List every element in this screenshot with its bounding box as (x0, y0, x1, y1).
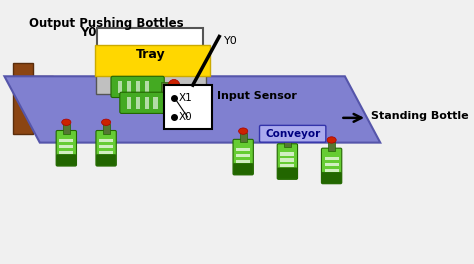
Bar (102, 124, 109, 134)
Bar (95, 45, 210, 76)
Bar (236, 148, 250, 151)
Ellipse shape (327, 137, 336, 143)
Ellipse shape (62, 119, 71, 125)
Bar (59, 139, 73, 142)
Bar (136, 81, 140, 93)
Bar (240, 133, 246, 143)
FancyBboxPatch shape (111, 76, 164, 97)
Text: Y0: Y0 (80, 26, 97, 39)
Bar (280, 158, 294, 162)
Ellipse shape (238, 128, 248, 134)
Bar (99, 151, 113, 154)
Text: Output Pushing Bottles: Output Pushing Bottles (29, 17, 183, 30)
Bar (284, 137, 291, 147)
FancyBboxPatch shape (96, 155, 116, 166)
Ellipse shape (169, 95, 182, 110)
Bar (95, 59, 206, 94)
Bar (145, 97, 149, 109)
FancyBboxPatch shape (120, 92, 166, 114)
Bar (325, 169, 338, 172)
Text: Standing Bottle: Standing Bottle (372, 111, 469, 121)
Bar (236, 160, 250, 163)
FancyBboxPatch shape (321, 148, 342, 184)
Polygon shape (4, 76, 380, 143)
Bar (280, 152, 294, 155)
Bar (280, 164, 294, 167)
Bar (13, 63, 33, 134)
Bar (161, 82, 169, 92)
Bar (99, 139, 113, 142)
Bar (127, 97, 131, 109)
FancyBboxPatch shape (260, 125, 326, 142)
FancyBboxPatch shape (278, 168, 297, 179)
FancyBboxPatch shape (56, 130, 76, 166)
Bar (63, 124, 70, 134)
FancyBboxPatch shape (96, 130, 116, 166)
Ellipse shape (168, 79, 180, 95)
FancyBboxPatch shape (56, 155, 76, 166)
FancyBboxPatch shape (277, 144, 298, 179)
Bar (59, 151, 73, 154)
Bar (164, 85, 212, 129)
Bar (136, 97, 140, 109)
Bar (328, 142, 335, 151)
Bar (13, 76, 53, 85)
Bar (163, 97, 170, 108)
Bar (127, 81, 131, 93)
Bar (145, 81, 149, 93)
Ellipse shape (283, 132, 292, 139)
Text: Tray: Tray (136, 48, 165, 61)
Bar (99, 145, 113, 148)
Bar (59, 145, 73, 148)
Text: Input Sensor: Input Sensor (217, 91, 297, 101)
Bar (118, 81, 122, 93)
Bar (325, 163, 338, 166)
Ellipse shape (101, 119, 111, 125)
Bar (236, 154, 250, 157)
Bar (97, 28, 203, 81)
FancyBboxPatch shape (322, 172, 341, 183)
FancyBboxPatch shape (233, 139, 253, 175)
Text: Y0: Y0 (224, 36, 237, 46)
Text: Conveyor: Conveyor (265, 129, 320, 139)
Text: X0: X0 (179, 112, 192, 122)
FancyBboxPatch shape (234, 163, 253, 175)
Bar (154, 97, 158, 109)
Bar (325, 157, 338, 160)
Text: X1: X1 (179, 92, 192, 102)
